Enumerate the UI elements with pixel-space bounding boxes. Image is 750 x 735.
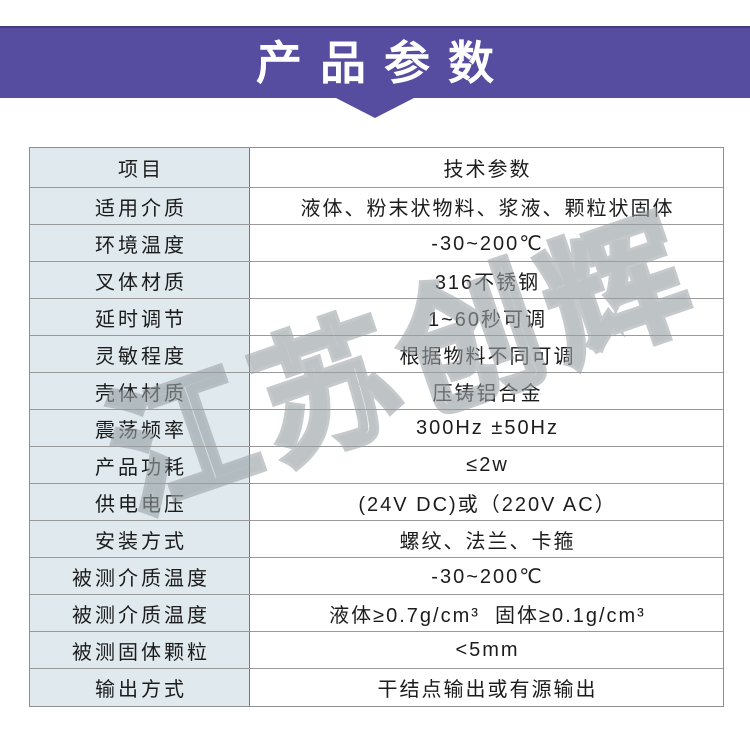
param-label-cell: 安装方式 — [30, 521, 250, 557]
param-label-cell: 叉体材质 — [30, 262, 250, 298]
banner-notch-triangle — [336, 98, 414, 118]
param-value-cell: -30~200℃ — [250, 225, 723, 261]
table-row: 灵敏程度 根据物料不同可调 — [30, 336, 723, 373]
table-row: 壳体材质 压铸铝合金 — [30, 373, 723, 410]
param-value-cell: <5mm — [250, 632, 723, 668]
param-value-cell: -30~200℃ — [250, 558, 723, 594]
param-label-cell: 被测介质温度 — [30, 558, 250, 594]
param-label-cell: 适用介质 — [30, 188, 250, 224]
table-row: 被测介质温度 -30~200℃ — [30, 558, 723, 595]
section-banner: 产品参数 — [0, 26, 750, 98]
table-row: 环境温度 -30~200℃ — [30, 225, 723, 262]
table-row: 震荡频率 300Hz ±50Hz — [30, 410, 723, 447]
param-value-cell: 液体、粉末状物料、浆液、颗粒状固体 — [250, 188, 723, 224]
table-row: 叉体材质 316不锈钢 — [30, 262, 723, 299]
header-value-cell: 技术参数 — [250, 148, 723, 187]
param-label-cell: 输出方式 — [30, 669, 250, 706]
table-row: 被测固体颗粒 <5mm — [30, 632, 723, 669]
section-title: 产品参数 — [256, 37, 512, 89]
param-value-cell: 压铸铝合金 — [250, 373, 723, 409]
param-label-cell: 环境温度 — [30, 225, 250, 261]
param-value-cell: (24V DC)或（220V AC） — [250, 484, 723, 520]
param-value-cell: 1~60秒可调 — [250, 299, 723, 335]
table-row: 被测介质温度 液体≥0.7g/cm³ 固体≥0.1g/cm³ — [30, 595, 723, 632]
param-label-cell: 震荡频率 — [30, 410, 250, 446]
table-row: 延时调节 1~60秒可调 — [30, 299, 723, 336]
param-value-cell: 干结点输出或有源输出 — [250, 669, 723, 706]
header-item-cell: 项目 — [30, 148, 250, 187]
table-row: 适用介质 液体、粉末状物料、浆液、颗粒状固体 — [30, 188, 723, 225]
table-header-row: 项目 技术参数 — [30, 148, 723, 188]
table-row: 产品功耗 ≤2w — [30, 447, 723, 484]
param-value-cell: 316不锈钢 — [250, 262, 723, 298]
param-label-cell: 产品功耗 — [30, 447, 250, 483]
param-value-cell: 根据物料不同可调 — [250, 336, 723, 372]
param-value-cell: ≤2w — [250, 447, 723, 483]
param-label-cell: 灵敏程度 — [30, 336, 250, 372]
table-row: 供电电压 (24V DC)或（220V AC） — [30, 484, 723, 521]
param-label-cell: 被测固体颗粒 — [30, 632, 250, 668]
param-label-cell: 延时调节 — [30, 299, 250, 335]
parameters-table: 项目 技术参数 适用介质 液体、粉末状物料、浆液、颗粒状固体 环境温度 -30~… — [29, 147, 724, 707]
table-row: 输出方式 干结点输出或有源输出 — [30, 669, 723, 706]
param-value-cell: 螺纹、法兰、卡箍 — [250, 521, 723, 557]
param-label-cell: 被测介质温度 — [30, 595, 250, 631]
param-label-cell: 供电电压 — [30, 484, 250, 520]
param-value-cell: 液体≥0.7g/cm³ 固体≥0.1g/cm³ — [250, 595, 723, 631]
param-value-cell: 300Hz ±50Hz — [250, 410, 723, 446]
param-label-cell: 壳体材质 — [30, 373, 250, 409]
table-row: 安装方式 螺纹、法兰、卡箍 — [30, 521, 723, 558]
